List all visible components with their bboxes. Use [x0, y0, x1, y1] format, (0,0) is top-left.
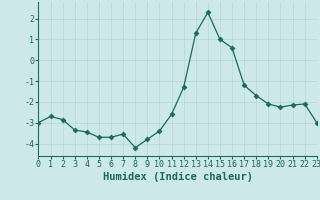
X-axis label: Humidex (Indice chaleur): Humidex (Indice chaleur): [103, 172, 252, 182]
